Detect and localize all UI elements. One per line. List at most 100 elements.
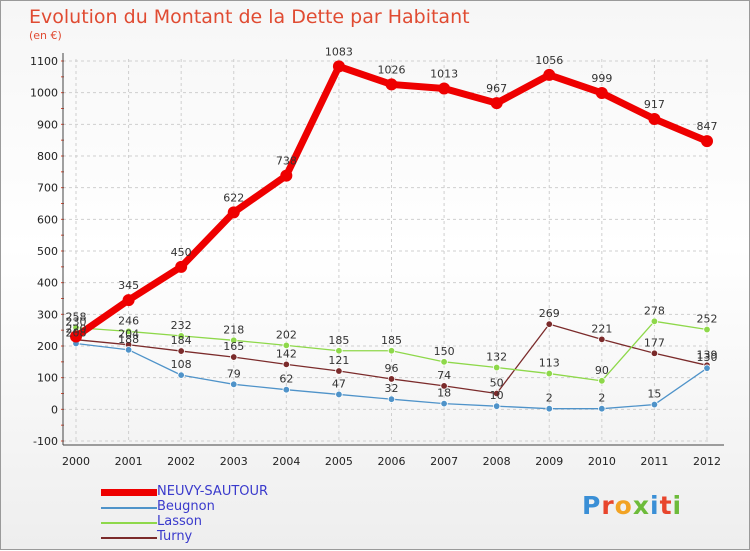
x-tick-label: 2006: [378, 455, 406, 468]
data-label-turny: 184: [171, 334, 192, 347]
data-label-beugnon: 15: [647, 388, 661, 401]
legend-label-beugnon: Beugnon: [157, 499, 215, 514]
logo-letter: i: [672, 491, 683, 520]
data-point-neuvy-sautour: [648, 112, 661, 125]
data-label-beugnon: 10: [490, 389, 504, 402]
data-label-neuvy-sautour: 917: [644, 98, 665, 111]
y-tick-label: 300: [37, 308, 58, 321]
data-label-lasson: 278: [644, 304, 665, 317]
data-label-beugnon: 188: [118, 333, 139, 346]
x-tick-label: 2005: [325, 455, 353, 468]
data-point-neuvy-sautour: [438, 82, 451, 95]
logo-letter: o: [614, 491, 633, 520]
legend-swatch-neuvy-sautour: [101, 489, 157, 496]
data-point-beugnon: [703, 364, 711, 372]
data-point-beugnon: [440, 399, 448, 408]
legend-label-lasson: Lasson: [157, 514, 202, 529]
data-label-lasson: 246: [118, 314, 139, 327]
data-point-turny: [440, 382, 448, 390]
data-label-beugnon: 2: [546, 392, 553, 405]
data-label-turny: 221: [591, 322, 612, 335]
data-point-turny: [492, 389, 501, 398]
data-point-turny: [282, 360, 291, 369]
x-tick-label: 2002: [167, 455, 195, 468]
data-point-neuvy-sautour: [175, 260, 188, 273]
data-point-beugnon: [650, 400, 659, 409]
x-tick-label: 2007: [430, 455, 458, 468]
logo-letter: t: [659, 491, 673, 520]
data-point-neuvy-sautour: [122, 294, 135, 307]
y-tick-label: 500: [37, 245, 58, 258]
proxiti-logo: Proxiti: [582, 491, 682, 520]
data-label-lasson: 218: [223, 323, 244, 336]
data-point-beugnon: [282, 386, 291, 394]
data-label-neuvy-sautour: 1013: [430, 68, 458, 81]
data-point-turny: [387, 375, 396, 383]
data-label-turny: 96: [385, 362, 399, 375]
x-tick-label: 2003: [220, 455, 248, 468]
data-label-turny: 204: [118, 328, 139, 341]
x-tick-label: 2008: [483, 455, 511, 468]
data-label-neuvy-sautour: 230: [66, 316, 87, 329]
data-point-lasson: [598, 377, 606, 385]
data-point-neuvy-sautour: [332, 60, 345, 73]
data-label-beugnon: 208: [66, 326, 87, 339]
data-label-neuvy-sautour: 622: [223, 191, 244, 204]
data-point-neuvy-sautour: [490, 97, 503, 110]
data-label-turny: 121: [328, 354, 349, 367]
data-label-neuvy-sautour: 1026: [378, 63, 406, 76]
data-point-turny: [177, 347, 185, 355]
data-point-beugnon: [387, 395, 396, 403]
data-label-turny: 220: [66, 323, 87, 336]
y-tick-label: 1100: [30, 55, 58, 68]
y-tick-label: 800: [37, 150, 58, 163]
data-point-neuvy-sautour: [227, 206, 240, 219]
chart-subtitle: (en €): [29, 29, 62, 42]
legend-label-turny: Turny: [157, 529, 193, 544]
data-point-lasson: [703, 325, 711, 334]
y-tick-label: 0: [51, 403, 58, 416]
data-label-turny: 165: [223, 340, 244, 353]
data-label-beugnon: 18: [437, 387, 451, 400]
data-point-turny: [545, 320, 553, 328]
x-tick-label: 2009: [535, 455, 563, 468]
x-tick-label: 2010: [588, 455, 616, 468]
data-label-turny: 74: [437, 369, 451, 382]
y-tick-label: 600: [37, 213, 58, 226]
data-point-neuvy-sautour: [70, 330, 82, 343]
x-tick-label: 2011: [640, 455, 668, 468]
data-label-turny: 142: [276, 347, 297, 360]
data-label-lasson: 150: [434, 345, 455, 358]
y-tick-label: 200: [37, 340, 58, 353]
logo-letter: x: [632, 491, 650, 520]
data-point-lasson: [440, 358, 448, 366]
x-tick-label: 2000: [62, 455, 90, 468]
data-label-beugnon: 79: [227, 367, 241, 380]
data-point-beugnon: [545, 405, 553, 413]
y-tick-label: 900: [37, 118, 58, 131]
data-label-lasson: 185: [381, 334, 402, 347]
data-point-lasson: [650, 317, 659, 325]
data-point-neuvy-sautour: [543, 68, 556, 81]
data-label-neuvy-sautour: 847: [697, 120, 718, 133]
legend-swatch-turny: [101, 537, 157, 539]
y-tick-label: 100: [37, 372, 58, 385]
data-label-beugnon: 2: [598, 392, 605, 405]
data-label-turny: 177: [644, 336, 665, 349]
data-point-lasson: [335, 347, 343, 355]
data-label-neuvy-sautour: 450: [171, 246, 192, 259]
logo-letter: i: [650, 491, 660, 520]
data-point-beugnon: [492, 402, 501, 410]
data-label-neuvy-sautour: 967: [486, 82, 507, 95]
data-point-lasson: [387, 347, 396, 355]
data-label-beugnon: 108: [171, 358, 192, 371]
data-point-lasson: [492, 363, 501, 372]
data-point-lasson: [124, 327, 133, 336]
chart-title: Evolution du Montant de la Dette par Hab…: [29, 6, 470, 28]
data-label-lasson: 202: [276, 328, 297, 341]
data-label-lasson: 232: [171, 319, 192, 332]
x-tick-label: 2004: [272, 455, 300, 468]
data-point-turny: [598, 335, 606, 344]
data-label-turny: 50: [490, 377, 504, 390]
